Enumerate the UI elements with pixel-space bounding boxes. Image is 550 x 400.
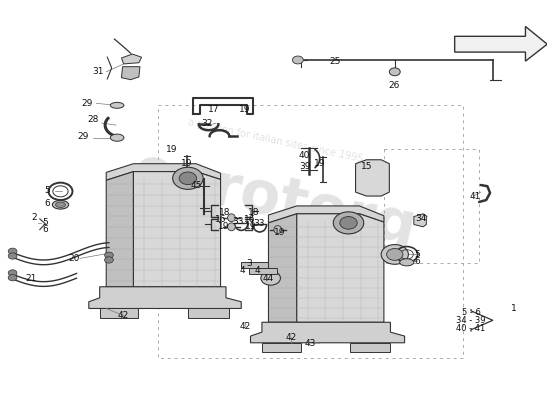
Circle shape (8, 253, 17, 259)
Text: 33: 33 (253, 219, 265, 228)
Text: 5 - 6: 5 - 6 (461, 308, 481, 317)
Text: 6: 6 (415, 257, 421, 266)
Ellipse shape (52, 200, 69, 209)
Text: 34: 34 (415, 214, 427, 224)
Text: 40 - 41: 40 - 41 (456, 324, 486, 333)
Text: 33: 33 (232, 217, 244, 226)
Text: 34 - 39: 34 - 39 (456, 316, 486, 325)
Text: 29: 29 (78, 132, 89, 141)
Ellipse shape (111, 134, 124, 141)
Polygon shape (414, 214, 426, 227)
Text: 42: 42 (239, 322, 251, 331)
Polygon shape (455, 26, 547, 61)
Text: 5: 5 (415, 250, 421, 259)
Polygon shape (250, 322, 405, 343)
Text: 25: 25 (329, 57, 340, 66)
Bar (241, 262, 268, 268)
Polygon shape (122, 54, 141, 64)
Circle shape (389, 68, 400, 76)
Text: 42: 42 (118, 311, 129, 320)
Text: 19: 19 (181, 159, 192, 168)
Polygon shape (134, 172, 221, 287)
Circle shape (387, 248, 403, 260)
Text: 18: 18 (248, 208, 259, 217)
Text: 3: 3 (246, 259, 252, 268)
Text: 19: 19 (314, 159, 326, 168)
Text: 21: 21 (25, 274, 37, 283)
Text: 18: 18 (219, 208, 230, 217)
Text: 19: 19 (166, 145, 177, 154)
Text: 19: 19 (239, 105, 251, 114)
Polygon shape (268, 206, 384, 223)
Circle shape (173, 167, 203, 189)
Text: 17: 17 (208, 105, 220, 114)
Text: 42: 42 (285, 333, 297, 342)
Circle shape (8, 270, 17, 276)
Text: 4: 4 (239, 266, 245, 275)
Text: 20: 20 (68, 254, 79, 263)
Text: a passion for italian sites since 1995: a passion for italian sites since 1995 (186, 117, 364, 164)
Circle shape (381, 244, 409, 264)
Polygon shape (106, 172, 134, 287)
Polygon shape (188, 308, 229, 318)
Ellipse shape (56, 202, 65, 208)
Polygon shape (89, 287, 241, 308)
Text: 45: 45 (190, 180, 202, 190)
Text: 16: 16 (215, 215, 226, 224)
Text: 5: 5 (45, 186, 50, 195)
Text: 15: 15 (361, 162, 372, 171)
Circle shape (261, 271, 280, 285)
Circle shape (293, 56, 303, 64)
Text: 29: 29 (81, 99, 93, 108)
Circle shape (333, 212, 364, 234)
Ellipse shape (228, 223, 235, 231)
Polygon shape (350, 343, 390, 352)
Circle shape (104, 257, 113, 263)
Ellipse shape (400, 259, 414, 266)
Text: 19: 19 (218, 222, 229, 231)
Text: 31: 31 (92, 67, 104, 76)
Text: 28: 28 (87, 115, 98, 124)
Polygon shape (268, 214, 297, 322)
Polygon shape (106, 164, 221, 180)
Ellipse shape (274, 226, 282, 234)
Text: 5: 5 (42, 218, 48, 227)
Text: 41: 41 (470, 192, 481, 200)
Circle shape (8, 248, 17, 254)
Text: 1: 1 (510, 304, 516, 313)
Text: 6: 6 (45, 200, 50, 208)
Polygon shape (262, 343, 301, 352)
Text: 43: 43 (305, 339, 316, 348)
Bar (158, 105, 463, 358)
Polygon shape (122, 67, 140, 80)
Ellipse shape (228, 214, 235, 222)
Text: 32: 32 (201, 118, 213, 128)
Text: 40: 40 (298, 151, 310, 160)
Text: 26: 26 (388, 81, 399, 90)
Bar (384, 149, 479, 263)
Text: 19: 19 (245, 222, 256, 231)
Text: 39: 39 (299, 162, 311, 171)
Text: 4: 4 (255, 266, 260, 275)
Text: 6: 6 (42, 225, 48, 234)
Polygon shape (297, 214, 384, 322)
Circle shape (179, 172, 196, 185)
Text: 44: 44 (262, 274, 273, 283)
Text: 2: 2 (31, 213, 37, 222)
Circle shape (8, 274, 17, 281)
Text: 19: 19 (273, 228, 285, 237)
Text: 16: 16 (244, 215, 256, 224)
Circle shape (340, 216, 357, 229)
Circle shape (104, 252, 113, 258)
Ellipse shape (111, 102, 124, 108)
Polygon shape (100, 308, 138, 318)
Text: eurotorg: eurotorg (128, 142, 422, 258)
Bar (249, 268, 277, 274)
Polygon shape (356, 160, 389, 196)
